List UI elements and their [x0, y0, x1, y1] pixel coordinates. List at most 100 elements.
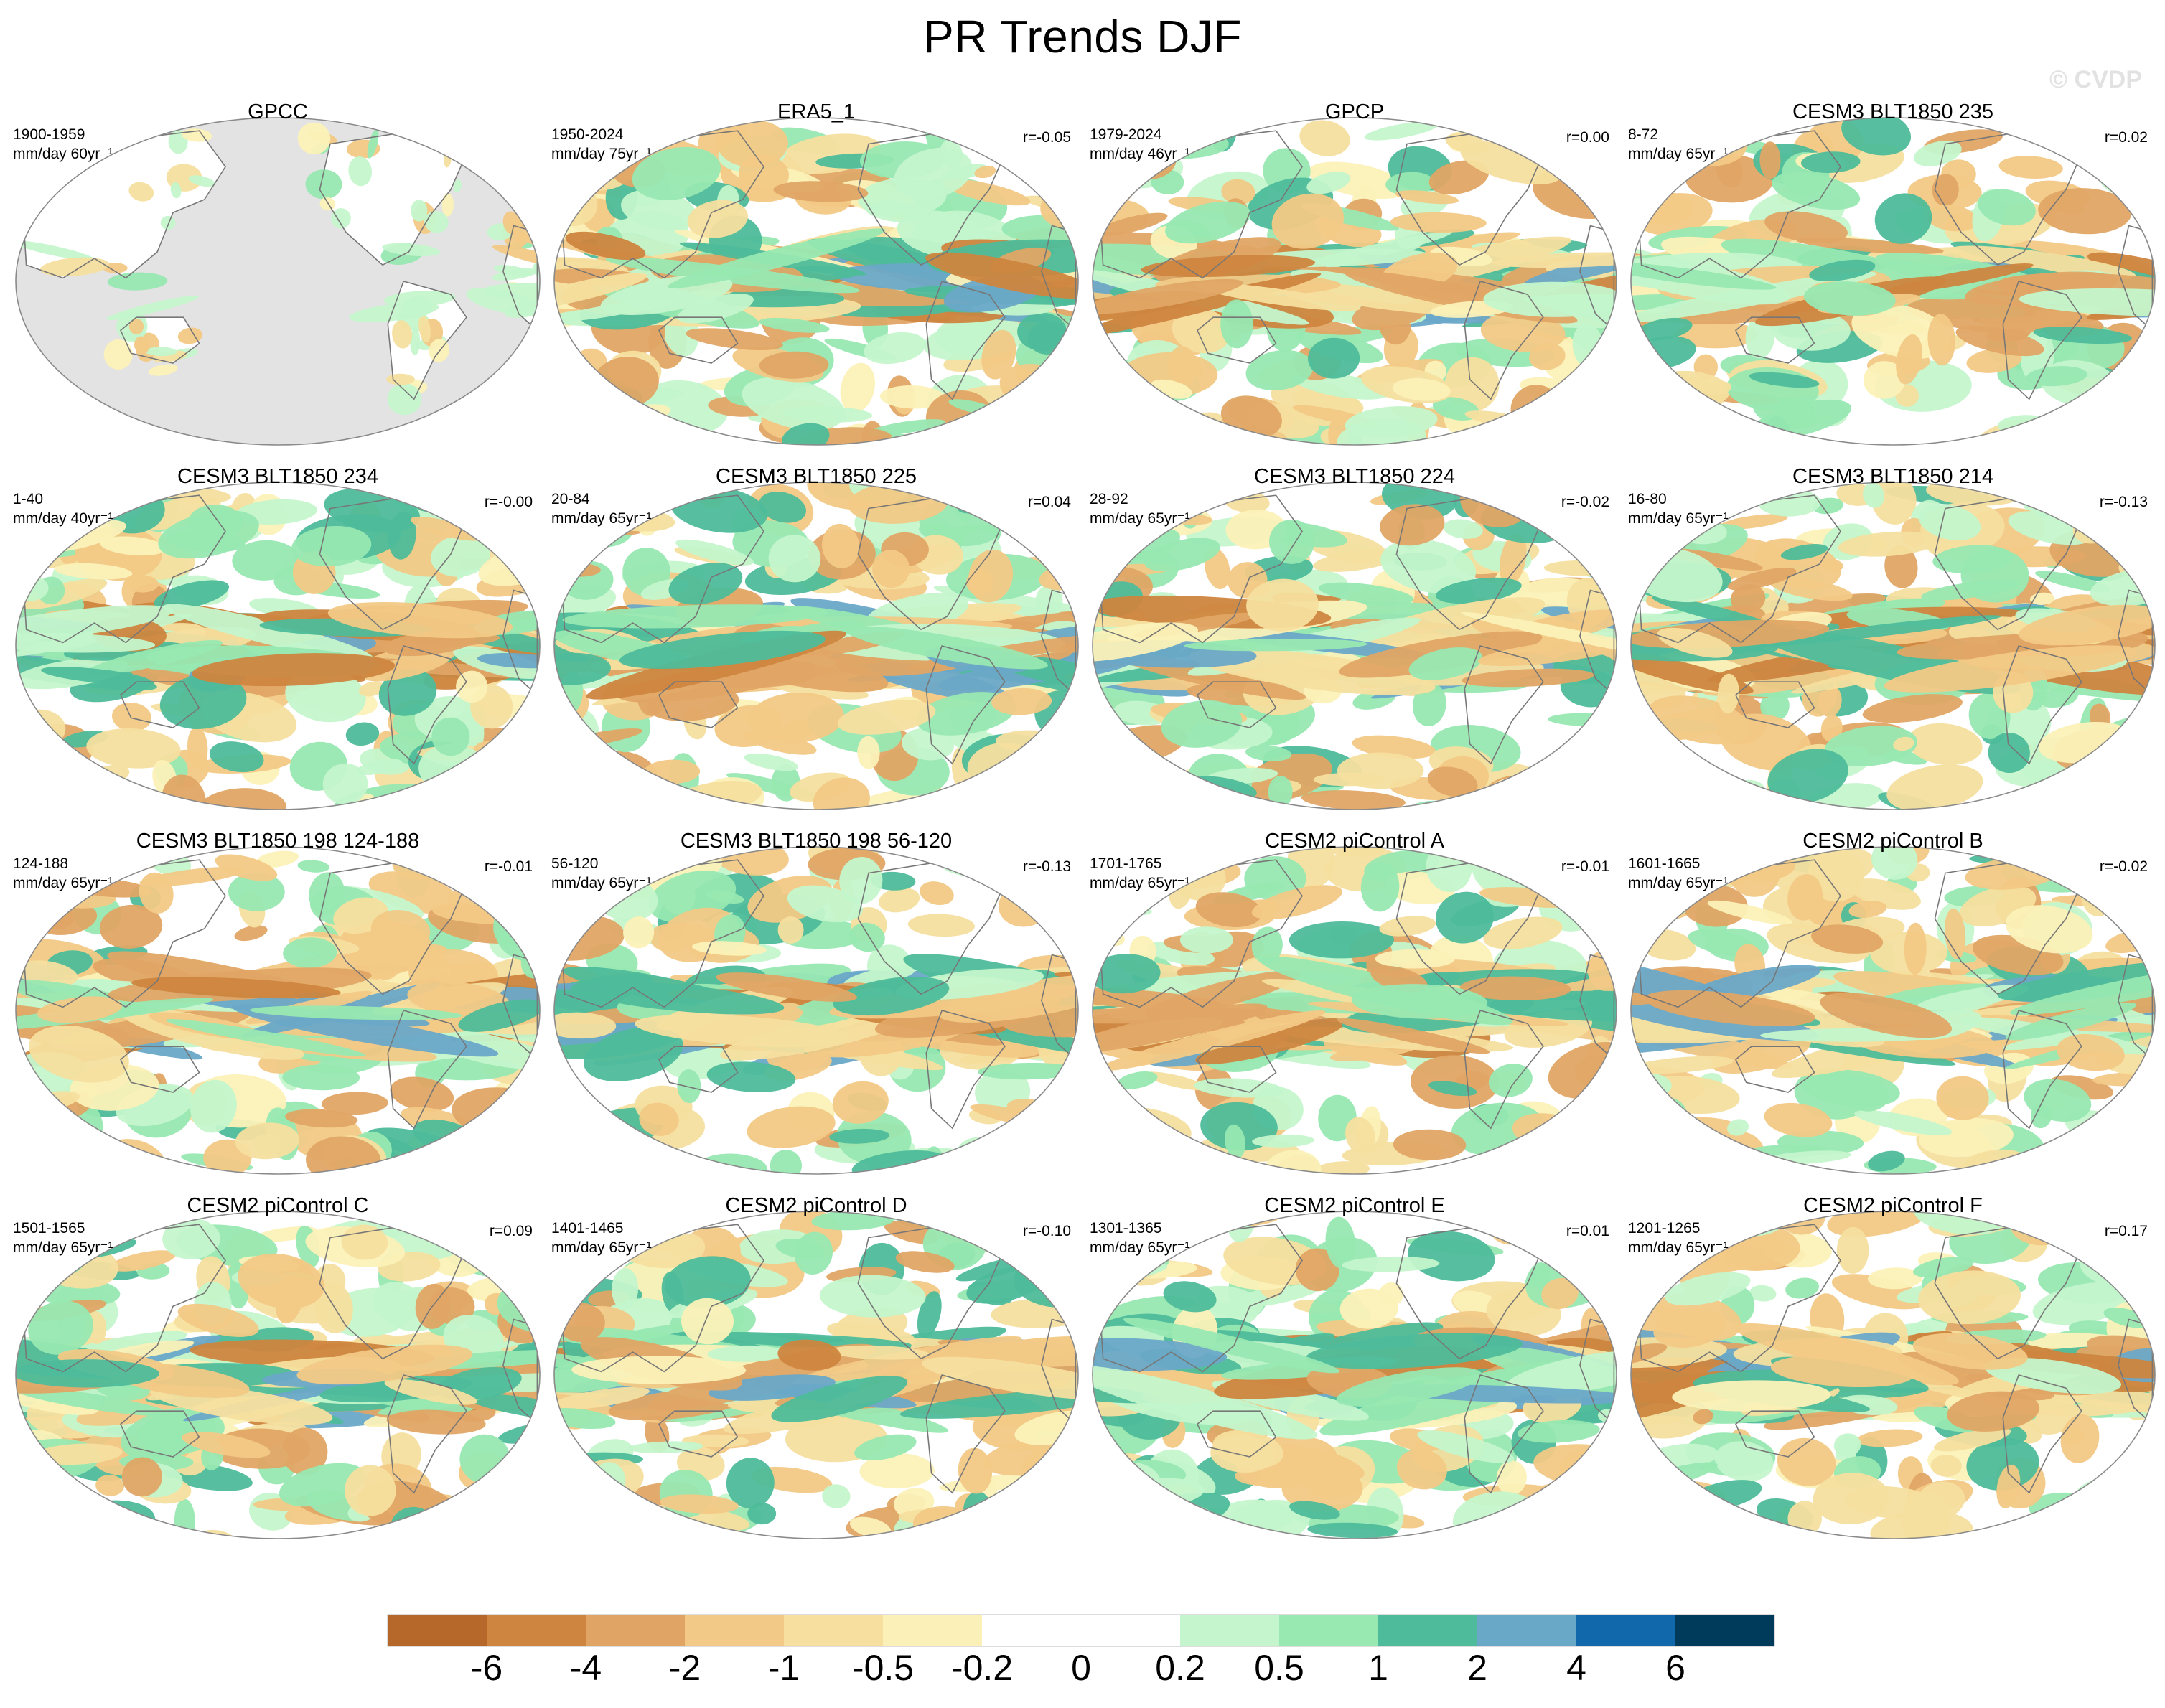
- panel-period: 1979-2024: [1090, 126, 1162, 143]
- colorbar-frame: [387, 1614, 1775, 1647]
- colorbar-swatch: [685, 1615, 784, 1646]
- panel-units: mm/day 65yr⁻¹: [1090, 510, 1190, 527]
- panel-correlation: r=-0.01: [484, 858, 533, 875]
- panel-correlation: r=-0.13: [1022, 858, 1071, 875]
- colorbar-swatch: [487, 1615, 586, 1646]
- world-map: [15, 482, 541, 810]
- map-panel: GPCP 1979-2024 mm/day 46yr⁻¹ r=0.00: [1085, 100, 1624, 465]
- map-panel: CESM3 BLT1850 225 20-84 mm/day 65yr⁻¹ r=0.0…: [547, 465, 1085, 830]
- world-map: [1630, 117, 2156, 446]
- panel-period: 28-92: [1090, 491, 1128, 507]
- colorbar-tick-label: -6: [470, 1648, 503, 1688]
- map-panel: CESM3 BLT1850 198 124-188 124-188 mm/day 6…: [9, 830, 547, 1194]
- colorbar-swatch: [1477, 1615, 1576, 1646]
- map-panel: CESM2 piControl A 1701-1765 mm/day 65yr⁻¹ r…: [1085, 830, 1624, 1194]
- colorbar-tick-label: 2: [1467, 1648, 1487, 1688]
- panel-correlation: r=0.04: [1027, 494, 1071, 510]
- panel-period: 56-120: [551, 855, 599, 872]
- panel-units: mm/day 46yr⁻¹: [1090, 146, 1190, 162]
- colorbar-tick-label: 4: [1566, 1648, 1586, 1688]
- world-map: [15, 117, 541, 446]
- map-panel: CESM3 BLT1850 235 8-72 mm/day 65yr⁻¹ r=0.02: [1624, 100, 2162, 465]
- colorbar-swatch: [1180, 1615, 1279, 1646]
- colorbar-tick-label: -0.2: [950, 1648, 1014, 1688]
- panel-title: GPCC: [248, 100, 308, 123]
- panel-correlation: r=-0.02: [1561, 494, 1609, 510]
- panel-period: 1601-1665: [1628, 855, 1701, 872]
- panel-units: mm/day 75yr⁻¹: [551, 146, 652, 162]
- colorbar-swatch: [1081, 1615, 1180, 1646]
- colorbar-swatch: [586, 1615, 685, 1646]
- colorbar-tick-label: -2: [668, 1648, 701, 1688]
- map-panel: CESM2 piControl B 1601-1665 mm/day 65yr⁻¹ r…: [1624, 830, 2162, 1194]
- panel-period: 1401-1465: [551, 1220, 624, 1237]
- panel-title: CESM2 piControl C: [187, 1194, 369, 1217]
- panel-period: 1301-1365: [1090, 1220, 1162, 1237]
- panel-units: mm/day 65yr⁻¹: [551, 510, 652, 527]
- colorbar-swatch: [982, 1615, 1081, 1646]
- panel-correlation: r=-0.02: [2099, 858, 2148, 875]
- world-map: [1630, 482, 2156, 810]
- panel-period: 20-84: [551, 491, 590, 507]
- panel-title: CESM3 BLT1850 198 124-188: [136, 830, 420, 853]
- world-map: [15, 846, 541, 1175]
- panel-units: mm/day 40yr⁻¹: [13, 510, 113, 527]
- world-map: [1630, 1211, 2156, 1539]
- panel-period: 1501-1565: [13, 1220, 85, 1237]
- panel-correlation: r=0.09: [489, 1223, 533, 1239]
- panel-correlation: r=0.00: [1566, 129, 1609, 146]
- map-panel: ERA5_1 1950-2024 mm/day 75yr⁻¹ r=-0.05: [547, 100, 1085, 465]
- world-map: [553, 1211, 1079, 1539]
- map-panel: GPCC 1900-1959 mm/day 60yr⁻¹: [9, 100, 547, 465]
- panel-period: 124-188: [13, 855, 69, 872]
- panel-period: 1201-1265: [1628, 1220, 1701, 1237]
- panel-period: 1701-1765: [1090, 855, 1162, 872]
- map-panel: CESM3 BLT1850 198 56-120 56-120 mm/day 65y…: [547, 830, 1085, 1194]
- map-panel: CESM2 piControl E 1301-1365 mm/day 65yr⁻¹ r…: [1085, 1194, 1624, 1559]
- world-map: [1092, 1211, 1617, 1539]
- map-panel: CESM2 piControl D 1401-1465 mm/day 65yr⁻¹ r…: [547, 1194, 1085, 1559]
- colorbar-swatch: [1576, 1615, 1675, 1646]
- panel-title: GPCP: [1324, 100, 1385, 123]
- panel-correlation: r=-0.00: [484, 494, 533, 510]
- colorbar-swatch: [784, 1615, 883, 1646]
- panel-correlation: r=-0.05: [1022, 129, 1071, 146]
- colorbar-swatch: [883, 1615, 982, 1646]
- panel-title: CESM3 BLT1850 225: [716, 465, 917, 488]
- panel-title: CESM2 piControl E: [1264, 1194, 1445, 1217]
- world-map: [1092, 482, 1617, 810]
- panel-units: mm/day 65yr⁻¹: [1628, 146, 1729, 162]
- panel-title: CESM3 BLT1850 214: [1792, 465, 1993, 488]
- world-map: [1092, 846, 1617, 1175]
- panel-units: mm/day 65yr⁻¹: [1090, 875, 1190, 891]
- map-panel: CESM3 BLT1850 224 28-92 mm/day 65yr⁻¹ r=-0.…: [1085, 465, 1624, 830]
- panel-title: ERA5_1: [777, 100, 855, 123]
- panel-period: 8-72: [1628, 126, 1659, 143]
- world-map: [15, 1211, 541, 1539]
- panel-title: CESM2 piControl A: [1265, 830, 1444, 853]
- panel-correlation: r=0.02: [2104, 129, 2148, 146]
- panel-units: mm/day 65yr⁻¹: [13, 875, 113, 891]
- colorbar-tick-label: 0.2: [1155, 1648, 1205, 1688]
- figure-title: PR Trends DJF: [923, 11, 1242, 62]
- panel-title: CESM3 BLT1850 224: [1254, 465, 1455, 488]
- colorbar-tick-label: 1: [1368, 1648, 1388, 1688]
- colorbar-tick-label: -1: [767, 1648, 800, 1688]
- colorbar-tick-label: -0.5: [851, 1648, 915, 1688]
- map-panel: CESM2 piControl F 1201-1265 mm/day 65yr⁻¹ r…: [1624, 1194, 2162, 1559]
- panel-correlation: r=-0.01: [1561, 858, 1609, 875]
- panel-period: 16-80: [1628, 491, 1667, 507]
- panel-period: 1950-2024: [551, 126, 624, 143]
- map-panel: CESM3 BLT1850 214 16-80 mm/day 65yr⁻¹ r=-0.…: [1624, 465, 2162, 830]
- panel-correlation: r=0.17: [2104, 1223, 2148, 1239]
- panel-correlation: r=-0.13: [2099, 494, 2148, 510]
- panel-correlation: r=-0.10: [1022, 1223, 1071, 1239]
- panel-correlation: r=0.01: [1566, 1223, 1609, 1239]
- colorbar-swatch: [1279, 1615, 1378, 1646]
- map-panel: CESM3 BLT1850 234 1-40 mm/day 40yr⁻¹ r=-0.0…: [9, 465, 547, 830]
- panel-units: mm/day 65yr⁻¹: [551, 1239, 652, 1256]
- panel-title: CESM3 BLT1850 198 56-120: [680, 830, 953, 853]
- panel-units: mm/day 65yr⁻¹: [1628, 875, 1729, 891]
- panel-units: mm/day 65yr⁻¹: [1628, 510, 1729, 527]
- panel-title: CESM2 piControl D: [725, 1194, 907, 1217]
